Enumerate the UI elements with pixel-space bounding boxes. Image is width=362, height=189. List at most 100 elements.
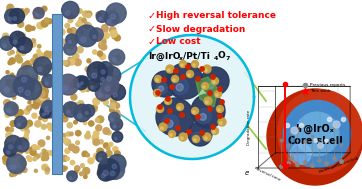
Text: Noble metal loading: Noble metal loading	[318, 156, 358, 174]
Circle shape	[33, 8, 44, 19]
Circle shape	[10, 173, 14, 177]
Circle shape	[38, 55, 45, 61]
Circle shape	[103, 170, 108, 176]
Circle shape	[6, 146, 9, 149]
Circle shape	[7, 4, 13, 11]
Circle shape	[188, 74, 190, 76]
Circle shape	[75, 59, 81, 66]
Circle shape	[108, 154, 126, 172]
Circle shape	[205, 69, 207, 72]
Circle shape	[88, 158, 94, 164]
Circle shape	[9, 15, 14, 20]
Circle shape	[45, 151, 50, 156]
Circle shape	[181, 64, 183, 66]
Circle shape	[180, 60, 186, 67]
Circle shape	[111, 119, 114, 121]
FancyBboxPatch shape	[52, 14, 62, 174]
Circle shape	[211, 77, 219, 84]
Circle shape	[22, 70, 28, 76]
Circle shape	[18, 112, 23, 116]
Circle shape	[114, 110, 120, 116]
Circle shape	[92, 134, 98, 141]
Circle shape	[213, 81, 215, 83]
Circle shape	[64, 61, 70, 66]
Circle shape	[267, 89, 362, 185]
Circle shape	[93, 64, 97, 68]
Circle shape	[61, 156, 67, 161]
Circle shape	[22, 122, 29, 129]
Circle shape	[63, 114, 67, 118]
Circle shape	[110, 84, 126, 100]
Circle shape	[28, 147, 31, 151]
Circle shape	[110, 65, 114, 69]
Circle shape	[83, 11, 89, 17]
Circle shape	[65, 148, 70, 153]
Circle shape	[58, 74, 79, 95]
Circle shape	[82, 105, 95, 117]
Circle shape	[105, 73, 109, 77]
Circle shape	[88, 23, 91, 27]
Circle shape	[111, 97, 116, 102]
Circle shape	[26, 75, 30, 80]
Circle shape	[12, 104, 18, 111]
Circle shape	[112, 164, 117, 169]
Circle shape	[18, 9, 25, 15]
Circle shape	[20, 46, 24, 50]
Circle shape	[13, 96, 16, 99]
Circle shape	[101, 174, 105, 178]
Circle shape	[98, 62, 113, 77]
Circle shape	[64, 42, 77, 55]
Circle shape	[220, 100, 224, 104]
Circle shape	[199, 114, 206, 120]
Circle shape	[152, 71, 178, 97]
Circle shape	[7, 151, 10, 154]
Circle shape	[99, 140, 103, 144]
Circle shape	[110, 61, 114, 65]
Circle shape	[19, 11, 26, 18]
Circle shape	[109, 112, 120, 123]
Circle shape	[105, 167, 109, 171]
Circle shape	[107, 76, 111, 81]
Circle shape	[30, 59, 35, 64]
Circle shape	[200, 131, 204, 135]
Circle shape	[109, 95, 114, 100]
Text: x: x	[179, 56, 183, 60]
Circle shape	[208, 91, 212, 95]
Circle shape	[116, 128, 119, 131]
Circle shape	[45, 107, 48, 109]
Circle shape	[86, 153, 89, 157]
Circle shape	[98, 159, 119, 180]
Circle shape	[172, 78, 189, 94]
Circle shape	[67, 110, 70, 114]
Circle shape	[98, 164, 101, 167]
Circle shape	[98, 170, 102, 174]
Circle shape	[5, 144, 9, 148]
Circle shape	[158, 109, 160, 111]
Circle shape	[106, 3, 126, 23]
Circle shape	[191, 108, 198, 115]
Circle shape	[73, 77, 78, 83]
Circle shape	[31, 59, 34, 62]
Circle shape	[156, 82, 168, 94]
Circle shape	[67, 49, 70, 53]
Circle shape	[218, 118, 226, 126]
Circle shape	[113, 58, 117, 62]
Circle shape	[35, 121, 41, 127]
Circle shape	[65, 107, 72, 114]
Circle shape	[17, 77, 21, 80]
Text: High reversal tolerance: High reversal tolerance	[156, 12, 276, 20]
Circle shape	[35, 65, 38, 68]
Circle shape	[153, 90, 160, 97]
Circle shape	[104, 100, 108, 105]
Circle shape	[43, 67, 47, 70]
Circle shape	[76, 22, 80, 26]
Circle shape	[13, 84, 19, 89]
Circle shape	[7, 10, 14, 17]
Circle shape	[205, 79, 218, 91]
Circle shape	[33, 157, 37, 161]
Circle shape	[46, 167, 50, 171]
Circle shape	[100, 41, 106, 46]
Circle shape	[71, 60, 75, 63]
Circle shape	[26, 120, 33, 126]
Circle shape	[41, 124, 46, 129]
